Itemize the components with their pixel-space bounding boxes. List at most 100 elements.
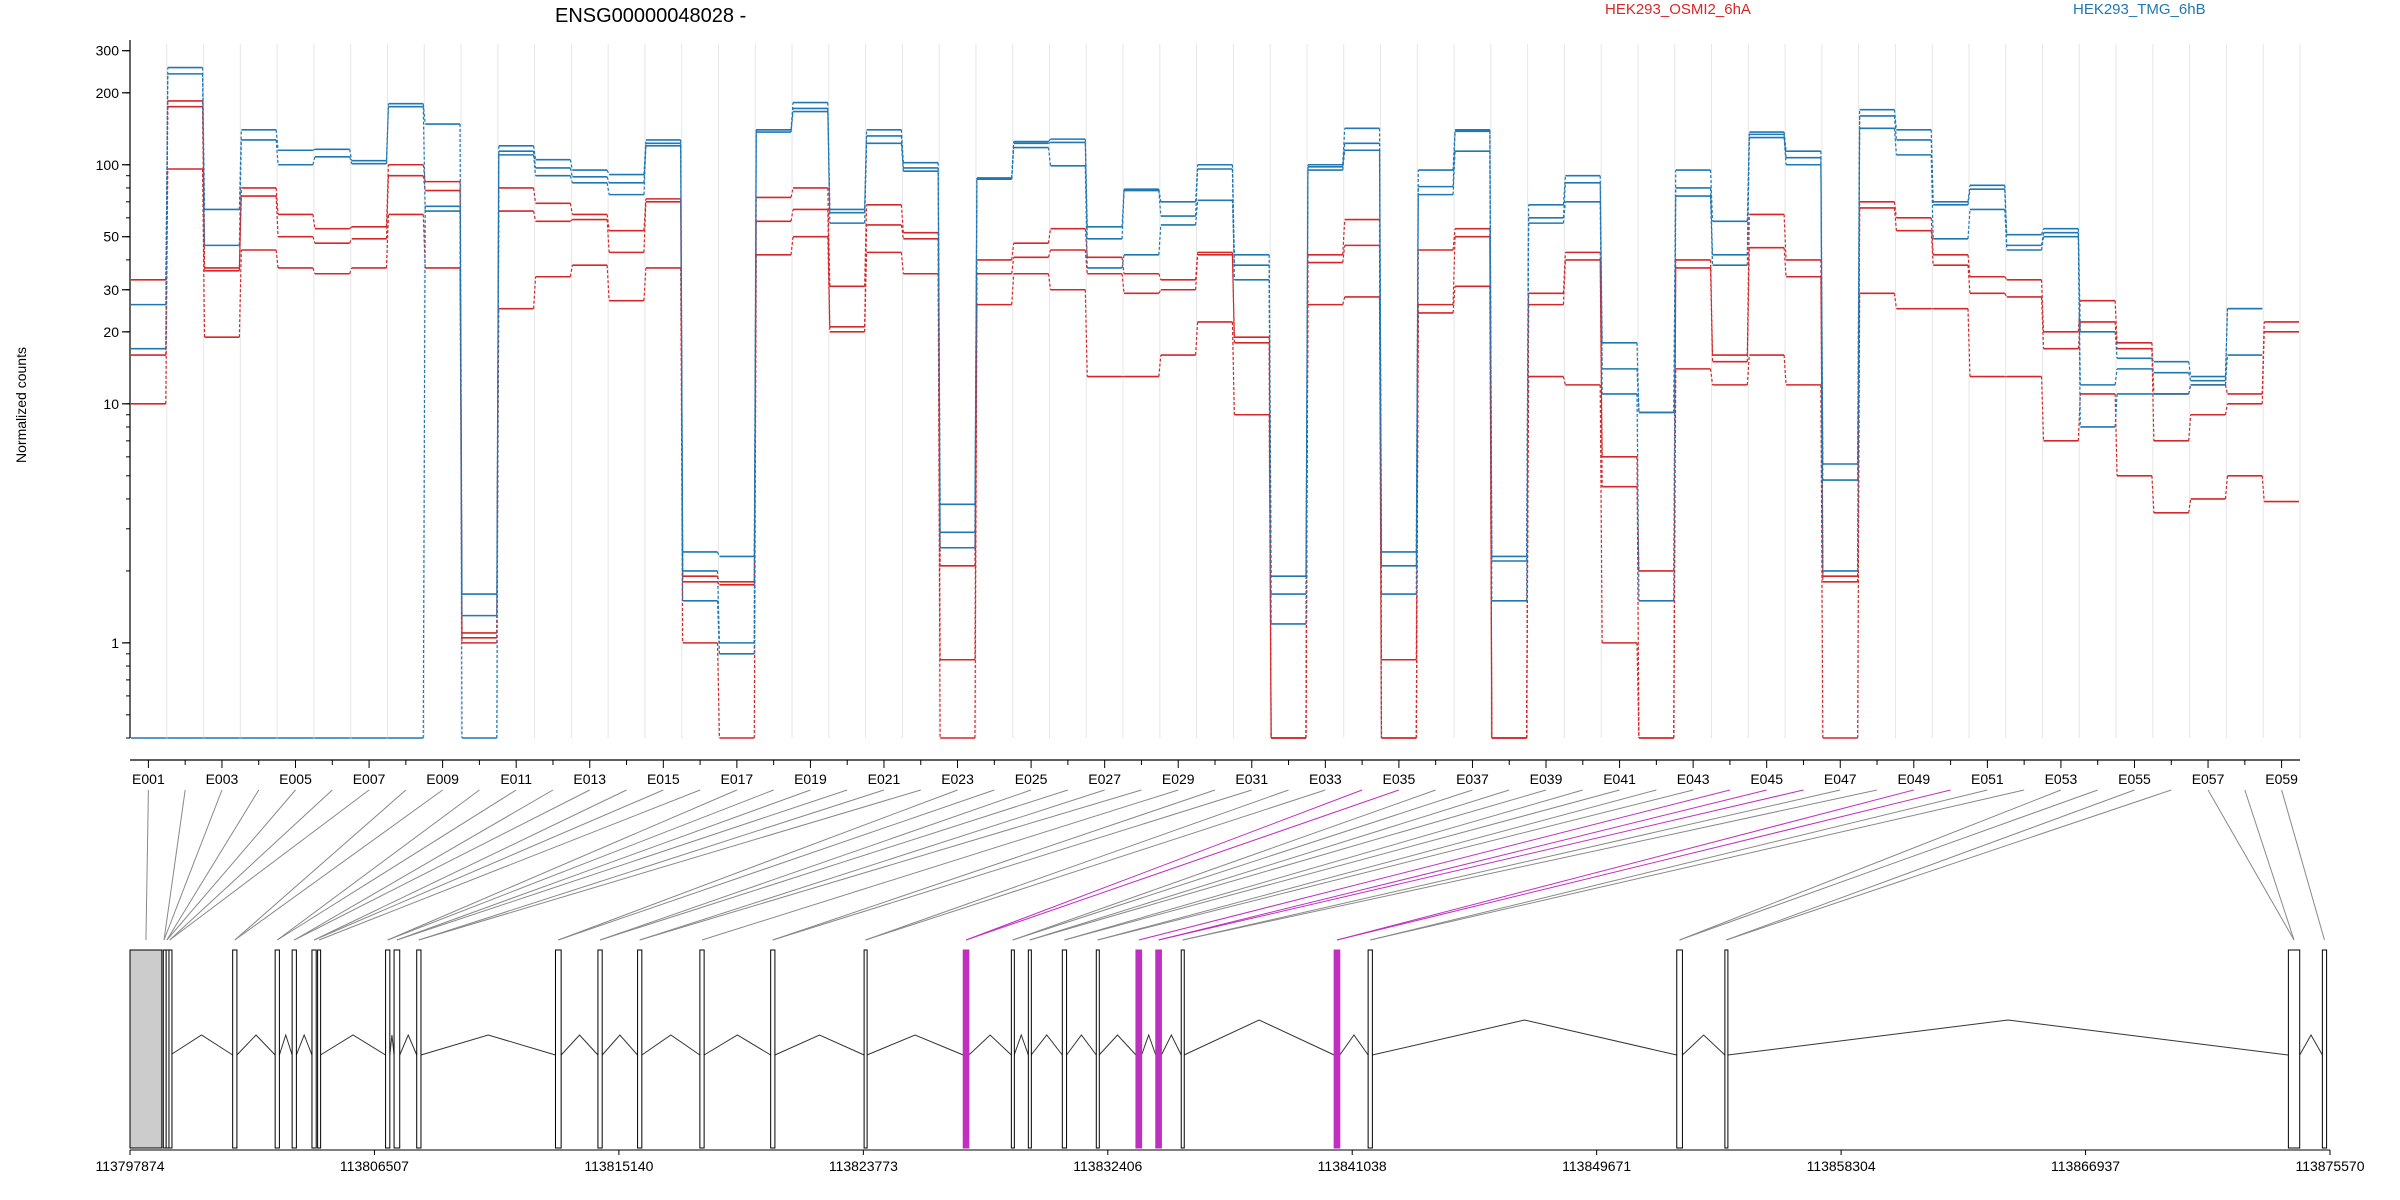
- exon-link-line: [294, 789, 554, 941]
- x-tick-label: E023: [941, 771, 974, 787]
- series-step: [1562, 201, 1567, 224]
- series-step: [2188, 384, 2192, 395]
- series-step: [606, 182, 610, 195]
- series-step: [422, 106, 426, 212]
- series-step: [349, 238, 353, 244]
- exon-link-line: [163, 789, 223, 941]
- series-step: [2004, 276, 2008, 281]
- vertical-grid: [129, 44, 2301, 738]
- exon-box: [2321, 949, 2328, 1149]
- series-step: [1967, 308, 1971, 377]
- series-step: [2188, 498, 2192, 513]
- series-step: [1158, 354, 1162, 377]
- series-step: [606, 265, 610, 301]
- series-step: [569, 203, 573, 215]
- series-step: [680, 145, 684, 601]
- exon-link-line: [558, 789, 958, 941]
- intron-line: [1160, 1033, 1182, 1056]
- gene-model: 113797874 113806507 113815140 113823773 1138…: [95, 949, 2365, 1174]
- series-step: [1011, 273, 1015, 305]
- x-tick-label: E049: [1897, 771, 1930, 787]
- exon-link-line: [145, 789, 149, 941]
- series-step: [900, 224, 904, 239]
- series-step: [312, 148, 316, 151]
- exon-link-line: [418, 789, 885, 941]
- series-step: [1047, 228, 1052, 244]
- series-step: [532, 187, 537, 204]
- genomic-tick-label: 113797874: [95, 1158, 164, 1174]
- series-step: [385, 106, 390, 164]
- genomic-tick-label: 113815140: [584, 1158, 653, 1174]
- exon-box: [554, 949, 562, 1149]
- series-step: [1158, 273, 1162, 281]
- series-step: [165, 73, 169, 349]
- series-step: [827, 108, 831, 213]
- exon-link-line: [166, 789, 260, 941]
- series-step: [2261, 331, 2265, 404]
- series-hek293_osmi2_6ha-0: [131, 100, 2299, 739]
- x-tick-label: E047: [1824, 771, 1857, 787]
- exon-link-line: [169, 789, 370, 941]
- series-step: [201, 168, 206, 338]
- intron-line: [1727, 1019, 2289, 1056]
- series-step: [716, 570, 721, 643]
- series-step: [2151, 368, 2155, 373]
- series-step: [1636, 393, 1640, 601]
- exon-link-line: [1158, 789, 1804, 941]
- series-step: [643, 201, 647, 253]
- x-tick-label: E041: [1603, 771, 1636, 787]
- exon-link-line: [163, 789, 186, 941]
- genomic-tick-label: 113858304: [1807, 1158, 1876, 1174]
- series-step: [753, 132, 757, 654]
- x-tick-label: E005: [279, 771, 312, 787]
- exon-link-line: [599, 789, 1032, 941]
- series-step: [1121, 254, 1125, 269]
- series-step: [1378, 150, 1383, 595]
- series-step: [201, 73, 206, 246]
- series-step: [863, 129, 868, 210]
- series-step: [2040, 279, 2045, 332]
- exon-box: [699, 949, 705, 1149]
- series-step: [1305, 170, 1309, 595]
- series-step: [1342, 296, 1346, 305]
- series-step: [1930, 217, 1934, 255]
- exon-box: [129, 949, 163, 1149]
- x-tick-label: E015: [647, 771, 680, 787]
- exon-box: [1135, 949, 1143, 1149]
- series-step: [937, 171, 941, 548]
- y-tick-label: 20: [103, 324, 119, 340]
- x-tick-label: E037: [1456, 771, 1489, 787]
- exon-box: [637, 949, 643, 1149]
- series-step: [2077, 393, 2081, 441]
- exon-link-line: [1726, 789, 2135, 941]
- series-step: [569, 159, 573, 171]
- x-tick-label: E053: [2045, 771, 2078, 787]
- exon-box: [1333, 949, 1341, 1149]
- series-step: [1121, 190, 1125, 239]
- exon-link-line: [234, 789, 407, 941]
- series-step: [1342, 150, 1346, 171]
- exon-link-line: [1336, 789, 1914, 941]
- axes: 1 10 20 30 50 100 200 300 E001 E003 E005 E007 E009 E0…: [96, 40, 2300, 787]
- genomic-tick-label: 113806507: [340, 1158, 409, 1174]
- series-step: [569, 167, 573, 177]
- series-step: [1121, 189, 1125, 227]
- series-step: [1967, 254, 1971, 277]
- series-step: [1452, 236, 1456, 305]
- series-step: [1047, 249, 1052, 258]
- x-tick-label: E003: [206, 771, 239, 787]
- intron-line: [641, 1034, 701, 1056]
- series-step: [2224, 475, 2229, 499]
- series-step: [1047, 273, 1052, 290]
- x-tick-label: E057: [2192, 771, 2225, 787]
- series-step: [385, 214, 390, 269]
- legend-entry-osmi2: HEK293_OSMI2_6hA: [1605, 1, 1751, 18]
- series-step: [2188, 372, 2192, 381]
- series-step: [2224, 308, 2229, 381]
- series-step: [275, 195, 279, 237]
- series-step: [1378, 296, 1383, 739]
- series-step: [201, 67, 206, 210]
- series-step: [1526, 223, 1530, 601]
- genomic-tick-label: 113875570: [2295, 1158, 2364, 1174]
- series-step: [532, 276, 537, 309]
